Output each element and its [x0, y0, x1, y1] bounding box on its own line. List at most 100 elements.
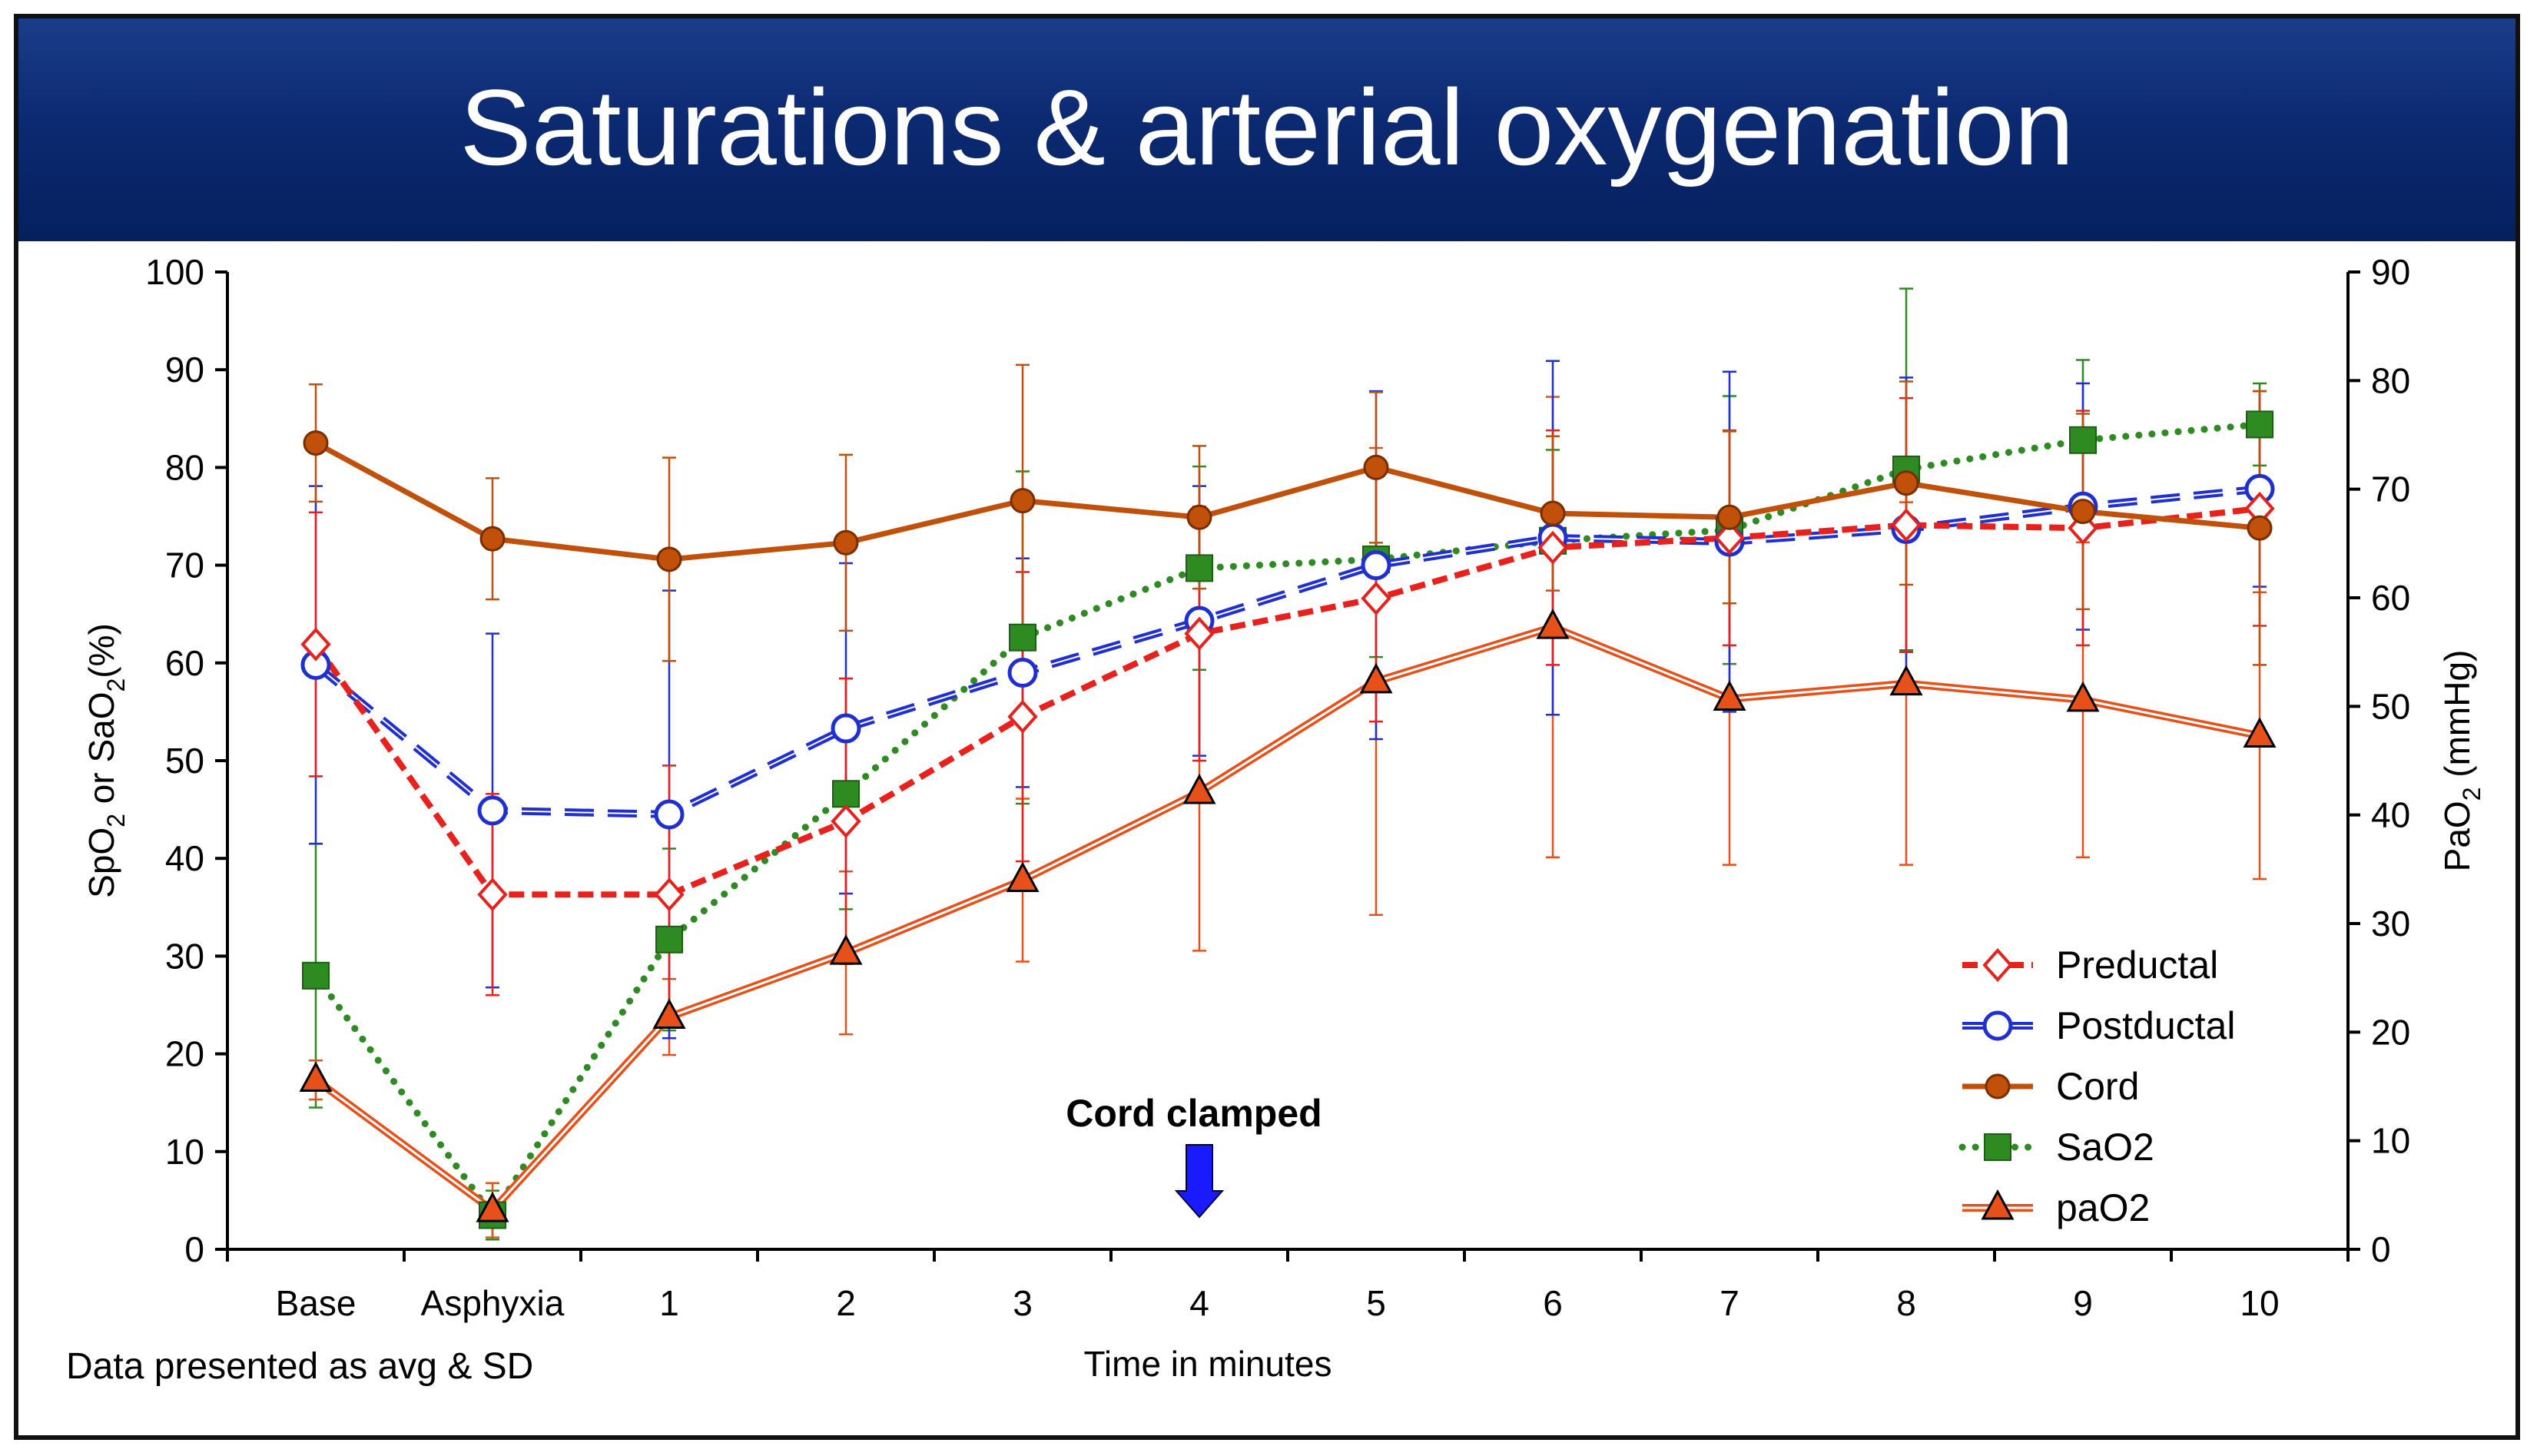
sao2-point — [2069, 426, 2097, 454]
x-tick-label: 6 — [1543, 1283, 1563, 1323]
sao2-point — [1009, 623, 1036, 652]
left-tick-label: 40 — [165, 838, 204, 878]
x-tick-label: 8 — [1896, 1283, 1916, 1323]
right-tick-label: 40 — [2371, 795, 2410, 835]
left-tick-label: 100 — [145, 252, 204, 292]
legend-item-pao2: paO2 — [1962, 1186, 2150, 1229]
legend-item-sao2: SaO2 — [1958, 1126, 2154, 1169]
legend-cord-marker — [1985, 1073, 2011, 1099]
cord-clamped-annotation: Cord clamped — [1066, 1092, 1322, 1219]
cord-point — [1540, 500, 1566, 526]
sao2-line — [312, 420, 2263, 1222]
left-tick-label: 30 — [165, 936, 204, 976]
legend-postductal-label: Postductal — [2056, 1004, 2235, 1047]
pao2-point — [299, 1061, 333, 1093]
legend-cord-label: Cord — [2056, 1065, 2139, 1108]
left-tick-label: 50 — [165, 741, 204, 781]
cord-point — [479, 526, 506, 552]
legend-item-cord: Cord — [1962, 1065, 2139, 1108]
preductal-point — [1184, 616, 1215, 651]
pao2-point — [476, 1191, 509, 1222]
preductal-point — [1537, 530, 1568, 565]
legend: Preductal Postductal Cord SaO2 paO2 — [1958, 944, 2235, 1229]
left-axis-title: SpO2 or SaO2(%) — [81, 623, 130, 898]
postductal-point — [654, 799, 685, 830]
sao2-point — [302, 961, 330, 990]
title-bar: Saturations & arterial oxygenation — [18, 18, 2515, 241]
right-tick-label: 30 — [2371, 904, 2410, 944]
pao2-point — [2066, 681, 2100, 712]
slide: Saturations & arterial oxygenation 0 10 20… — [14, 14, 2520, 1440]
x-tick-label: Base — [276, 1283, 357, 1323]
x-tick-label: 4 — [1189, 1283, 1209, 1323]
pao2-point — [1006, 861, 1040, 892]
cord-clamped-arrow — [1174, 1144, 1225, 1219]
cord-point — [1893, 470, 1919, 496]
right-y-ticks: 0 10 20 30 40 50 60 70 80 90 — [2348, 252, 2410, 1269]
left-tick-label: 60 — [165, 643, 204, 683]
left-y-ticks: 0 10 20 30 40 50 60 70 80 90 100 — [145, 252, 227, 1269]
right-tick-label: 10 — [2371, 1121, 2410, 1161]
preductal-point — [1714, 520, 1745, 555]
x-tick-label: 3 — [1013, 1283, 1033, 1323]
cord-point — [303, 430, 329, 456]
x-ticks: Base Asphyxia 1 2 3 4 5 6 7 8 9 10 — [226, 1249, 2350, 1323]
pao2-point — [1536, 609, 1570, 639]
sao2-point — [1186, 554, 1213, 582]
preductal-line — [313, 505, 2260, 898]
legend-postductal-marker — [1982, 1010, 2013, 1041]
right-tick-label: 50 — [2371, 686, 2410, 726]
slide-title: Saturations & arterial oxygenation — [459, 67, 2074, 187]
pao2-line-inner — [315, 625, 2260, 1212]
postductal-point — [477, 795, 508, 826]
right-tick-label: 80 — [2371, 360, 2410, 400]
pao2-point — [652, 998, 686, 1030]
cord-point — [1010, 488, 1036, 514]
cord-point — [2070, 499, 2096, 525]
pao2-point — [1359, 662, 1393, 694]
left-tick-label: 10 — [165, 1132, 204, 1172]
cord-point — [2247, 515, 2273, 541]
x-tick-label: 2 — [836, 1283, 856, 1323]
postductal-line-outer — [313, 485, 2260, 818]
series-lines — [312, 420, 2263, 1222]
right-tick-label: 90 — [2371, 252, 2410, 292]
left-tick-label: 20 — [165, 1034, 204, 1074]
x-axis-title: Time in minutes — [1084, 1344, 1332, 1384]
cord-line — [314, 440, 2260, 562]
preductal-point — [300, 627, 331, 662]
preductal-point — [1007, 699, 1038, 734]
x-tick-label: 5 — [1366, 1283, 1386, 1323]
preductal-point — [654, 877, 685, 912]
legend-item-postductal: Postductal — [1962, 1004, 2235, 1047]
sao2-point — [655, 925, 683, 954]
x-tick-label: 10 — [2240, 1283, 2279, 1323]
pao2-point — [829, 934, 863, 965]
cord-point — [1186, 504, 1212, 530]
left-tick-label: 0 — [184, 1229, 204, 1269]
postductal-line — [313, 485, 2260, 818]
pao2-line — [313, 623, 2260, 1215]
legend-sao2-label: SaO2 — [2056, 1126, 2154, 1169]
legend-sao2-marker — [1984, 1133, 2011, 1161]
postductal-point — [1007, 658, 1038, 688]
cord-clamped-label: Cord clamped — [1066, 1092, 1322, 1135]
preductal-point — [477, 877, 508, 912]
postductal-point — [1361, 550, 1391, 581]
right-axis-title: PaO2 (mmHg) — [2437, 650, 2486, 872]
postductal-point — [831, 713, 861, 744]
series-markers — [299, 410, 2277, 1229]
pao2-point — [2243, 717, 2277, 748]
x-tick-label: 9 — [2073, 1283, 2093, 1323]
preductal-point — [1891, 508, 1922, 542]
left-tick-label: 80 — [165, 447, 204, 487]
preductal-point — [831, 804, 861, 838]
x-tick-label: Asphyxia — [421, 1283, 565, 1323]
pao2-point — [1713, 680, 1746, 711]
right-tick-label: 0 — [2371, 1229, 2391, 1269]
left-tick-label: 90 — [165, 350, 204, 390]
left-tick-label: 70 — [165, 546, 204, 585]
cord-point — [1716, 504, 1743, 530]
legend-preductal-marker — [1982, 948, 2013, 982]
